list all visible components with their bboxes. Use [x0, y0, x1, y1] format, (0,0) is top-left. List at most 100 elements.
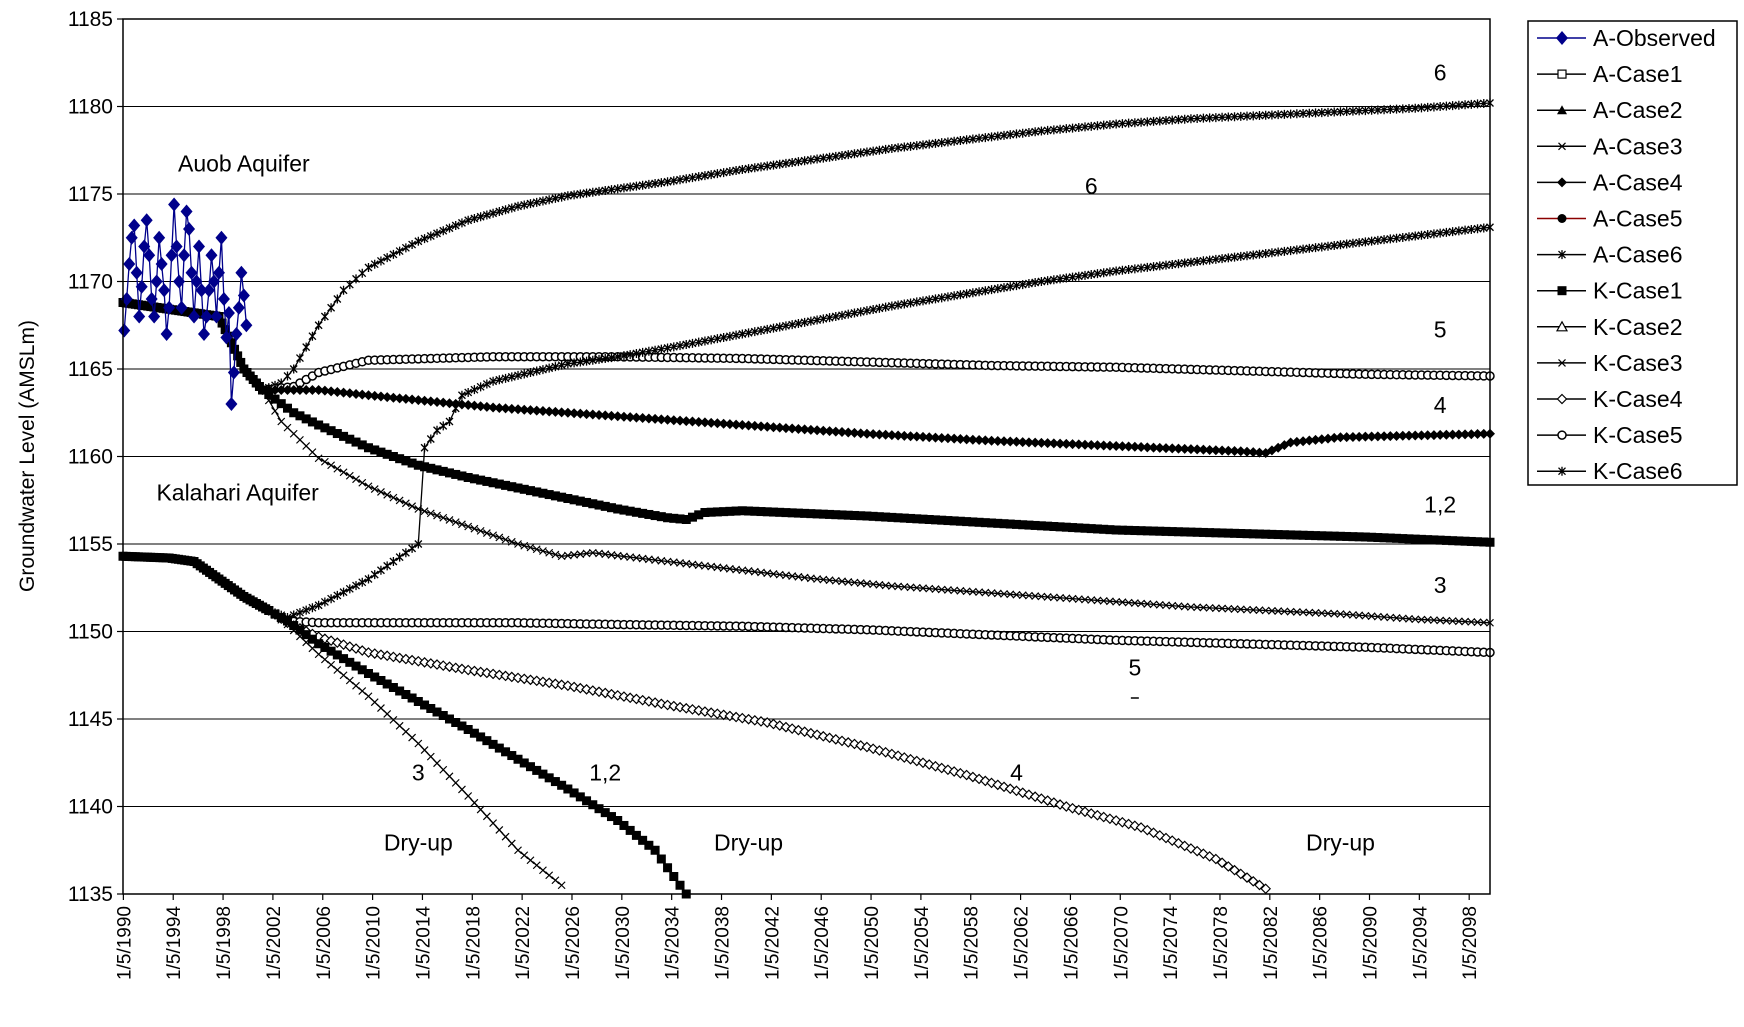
x-tick-label: 1/5/1998 [214, 906, 235, 980]
legend-entry: K-Case6 [1537, 458, 1682, 484]
observed-point [170, 239, 183, 254]
legend-marker [1556, 31, 1568, 45]
x-tick-label: 1/5/2002 [264, 906, 285, 980]
observed-point [163, 300, 176, 315]
observed-point [155, 257, 168, 271]
annotation: 6 [1085, 173, 1098, 199]
legend-label: K-Case6 [1593, 458, 1682, 484]
legend-label: A-Case5 [1593, 206, 1682, 232]
y-tick-label: 1165 [68, 358, 113, 381]
observed-point [232, 300, 245, 315]
y-axis-label: Groundwater Level (AMSLm) [16, 320, 39, 592]
observed-point [165, 248, 178, 263]
y-tick-label: 1145 [68, 708, 113, 731]
y-tick-label: 1135 [68, 883, 113, 906]
observed-point [178, 248, 191, 263]
legend-entry: K-Case4 [1537, 386, 1683, 412]
x-tick-label: 1/5/2030 [613, 906, 634, 980]
legend-marker [1558, 466, 1566, 476]
annotations: Auob Aquifer Kalahari Aquifer 6 6 5 4 1,2 3 5 4 1,… [156, 59, 1456, 855]
legend-label: A-Observed [1593, 25, 1716, 51]
annotation: 3 [1434, 572, 1447, 598]
annotation: 4 [1434, 392, 1447, 418]
legend-marker [1556, 393, 1568, 405]
y-tick-label: 1185 [68, 8, 113, 31]
legend-entry: A-Case3 [1537, 133, 1682, 159]
x-tick-label: 1/5/2026 [563, 906, 584, 980]
legend-entry: A-Observed [1537, 25, 1716, 51]
series-k-case1 [122, 555, 691, 899]
legend-label: K-Case4 [1593, 386, 1683, 412]
x-tick-label: 1/5/2046 [812, 906, 833, 980]
annotation: 4 [1010, 759, 1023, 785]
x-tick-label: 1/5/2094 [1410, 906, 1431, 980]
legend-entry: A-Case4 [1537, 169, 1683, 195]
observed-point [240, 318, 253, 333]
y-tick-label: 1155 [68, 533, 113, 556]
x-tick-label: 1/5/2054 [912, 906, 933, 980]
x-tick-label: 1/5/2078 [1211, 906, 1232, 980]
x-axis: 1/5/1990 1/5/1994 1/5/1998 1/5/2002 1/5/2006… [114, 894, 1481, 980]
observed-point [197, 327, 210, 341]
annotation: Kalahari Aquifer [156, 479, 319, 505]
x-tick-label: 1/5/2022 [513, 906, 534, 980]
series-markers [245, 371, 1495, 547]
observed-point [188, 309, 201, 324]
series-markers [246, 372, 1494, 627]
series-layer [118, 98, 1495, 899]
series-k-case4 [122, 555, 1272, 895]
legend-marker [1558, 142, 1566, 151]
x-tick-label: 1/5/2074 [1161, 906, 1182, 980]
observed-point [237, 288, 250, 303]
legend-entry: K-Case3 [1537, 350, 1682, 376]
series-markers [246, 222, 1494, 622]
observed-point [215, 230, 228, 245]
observed-point [145, 292, 158, 306]
observed-point [175, 300, 188, 315]
y-axis: 1135 1140 1145 1150 1155 1160 1165 1170 1175 1180… [68, 8, 123, 906]
annotation: 6 [1434, 59, 1447, 85]
observed-point [227, 365, 240, 380]
observed-point [180, 204, 193, 219]
x-tick-label: 1/5/2086 [1311, 906, 1332, 980]
x-tick-label: 1/5/2066 [1061, 906, 1082, 980]
legend-marker [1557, 430, 1567, 440]
x-tick-label: 1/5/2090 [1360, 906, 1381, 980]
annotation: 1,2 [589, 759, 621, 785]
x-tick-label: 1/5/2038 [713, 906, 734, 980]
observed-point [205, 248, 218, 263]
series-a-case1 [122, 301, 1495, 547]
legend: A-Observed A-Case1 A-Case2 A-Case3 A-Case4 A-… [1527, 20, 1738, 486]
observed-point [118, 323, 131, 338]
series-markers [245, 595, 1495, 658]
annotation: 5 [1128, 654, 1141, 680]
observed-point [207, 274, 220, 289]
legend-entry: K-Case1 [1537, 278, 1682, 304]
y-tick-label: 1140 [68, 796, 113, 819]
legend-label: A-Case6 [1593, 242, 1682, 268]
annotation: Dry-up [384, 829, 453, 855]
observed-point [153, 230, 166, 245]
x-tick-label: 1/5/2006 [314, 906, 335, 980]
annotation: Dry-up [714, 829, 783, 855]
observed-point [173, 274, 186, 289]
observed-point [225, 397, 238, 411]
x-tick-label: 1/5/2070 [1111, 906, 1132, 980]
observed-point [125, 230, 138, 245]
observed-point [148, 309, 161, 324]
legend-entry: K-Case5 [1537, 422, 1682, 448]
series-a-case3 [122, 301, 1494, 627]
y-tick-label: 1170 [68, 271, 113, 294]
annotation: 1,2 [1424, 492, 1456, 518]
y-tick-label: 1160 [68, 446, 113, 469]
x-tick-label: 1/5/2062 [1012, 906, 1033, 980]
observed-point [140, 213, 153, 228]
y-tick-label: 1175 [68, 183, 113, 206]
annotation: Dry-up [1306, 829, 1375, 855]
observed-point [217, 292, 230, 306]
legend-label: A-Case4 [1593, 169, 1683, 195]
legend-marker [1557, 105, 1567, 115]
legend-label: K-Case3 [1593, 350, 1682, 376]
observed-point [190, 274, 203, 289]
